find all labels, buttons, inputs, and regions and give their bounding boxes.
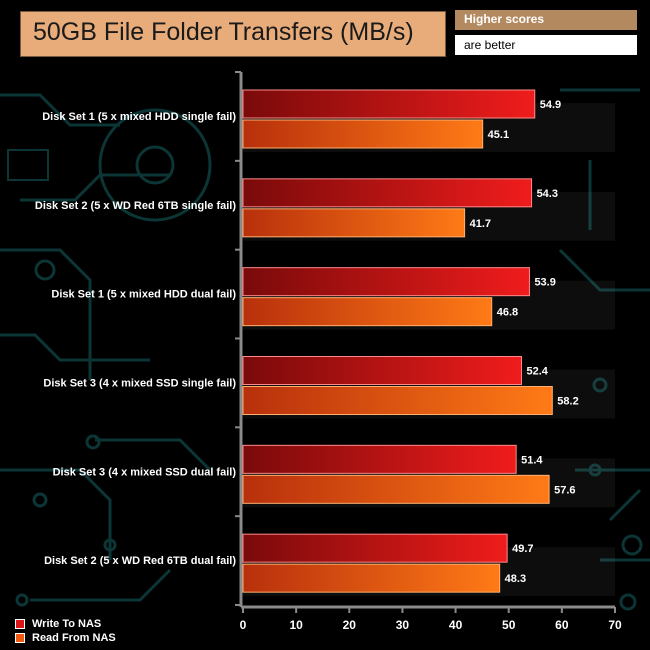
circuit-node bbox=[588, 463, 602, 477]
legend-write: Write To NAS bbox=[15, 618, 101, 630]
bar-write bbox=[242, 356, 522, 385]
bar-read bbox=[242, 474, 550, 504]
circuit-node bbox=[621, 534, 643, 556]
bar-read bbox=[242, 119, 484, 149]
bar-write bbox=[242, 444, 517, 474]
x-tick-label: 70 bbox=[608, 618, 622, 632]
bar-read bbox=[242, 563, 501, 593]
category-label: Disk Set 2 (5 x WD Red 6TB dual fail) bbox=[44, 555, 236, 567]
legend-read-label: Read From NAS bbox=[32, 632, 116, 644]
labels: 54.9 45.1 Disk Set 1 (5 x mixed HDD single… bbox=[35, 99, 622, 632]
x-tick-label: 60 bbox=[555, 618, 569, 632]
chart-title: 50GB File Folder Transfers (MB/s) bbox=[33, 18, 414, 46]
x-tick-label: 30 bbox=[396, 618, 410, 632]
value-label-read: 58.2 bbox=[557, 396, 578, 408]
value-label-read: 48.3 bbox=[505, 573, 526, 585]
legend-write-label: Write To NAS bbox=[32, 618, 102, 630]
x-tick-label: 0 bbox=[240, 618, 247, 632]
value-label-write: 54.9 bbox=[540, 99, 561, 111]
value-label-read: 41.7 bbox=[470, 218, 491, 230]
circuit-chip bbox=[7, 149, 49, 181]
circuit-node bbox=[592, 377, 608, 393]
circuit-trace bbox=[0, 93, 120, 127]
x-tick-label: 40 bbox=[449, 618, 463, 632]
x-tick-label: 20 bbox=[343, 618, 357, 632]
are-better-note: are better bbox=[464, 38, 516, 52]
circuit-trace bbox=[558, 248, 650, 292]
value-label-read: 46.8 bbox=[497, 307, 518, 319]
bar-read bbox=[242, 208, 466, 238]
value-label-write: 51.4 bbox=[521, 454, 543, 466]
circuit-node bbox=[32, 492, 48, 508]
bars bbox=[242, 89, 553, 593]
value-label-write: 54.3 bbox=[537, 188, 558, 200]
circuit-node bbox=[15, 593, 29, 607]
category-label: Disk Set 3 (4 x mixed SSD single fail) bbox=[43, 378, 236, 390]
circuit-node bbox=[34, 259, 56, 281]
category-label: Disk Set 2 (5 x WD Red 6TB single fail) bbox=[35, 200, 236, 212]
circuit-node bbox=[103, 538, 117, 552]
circuit-node bbox=[85, 434, 101, 450]
category-label: Disk Set 3 (4 x mixed SSD dual fail) bbox=[53, 466, 237, 478]
value-label-read: 45.1 bbox=[488, 129, 509, 141]
higher-scores-note: Higher scores bbox=[464, 12, 545, 26]
circuit-trace bbox=[0, 248, 92, 380]
bar-write bbox=[242, 533, 508, 563]
circuit-trace bbox=[95, 438, 212, 472]
title-panel: 50GB File Folder Transfers (MB/s) bbox=[20, 11, 446, 57]
are-better-panel: are better bbox=[455, 35, 637, 55]
circuit-trace bbox=[0, 333, 150, 362]
circuit-node bbox=[619, 593, 637, 611]
circuit-trace bbox=[20, 173, 170, 202]
value-label-write: 52.4 bbox=[526, 366, 548, 378]
legend-read: Read From NAS bbox=[15, 632, 116, 644]
category-label: Disk Set 1 (5 x mixed HDD single fail) bbox=[42, 111, 236, 123]
value-label-write: 53.9 bbox=[534, 277, 555, 289]
x-tick-label: 50 bbox=[502, 618, 516, 632]
value-label-write: 49.7 bbox=[512, 543, 533, 555]
circuit-ring-inner bbox=[135, 145, 175, 185]
x-tick-label: 10 bbox=[289, 618, 303, 632]
category-label: Disk Set 1 (5 x mixed HDD dual fail) bbox=[51, 289, 236, 301]
value-label-read: 57.6 bbox=[554, 484, 575, 496]
legend-write-swatch bbox=[15, 619, 25, 630]
bar-read bbox=[242, 297, 493, 327]
bar-read bbox=[242, 386, 553, 415]
higher-scores-panel: Higher scores bbox=[455, 10, 637, 30]
bar-write bbox=[242, 89, 536, 119]
bar-write bbox=[242, 178, 533, 208]
circuit-trace bbox=[30, 568, 172, 602]
bar-write bbox=[242, 267, 530, 297]
circuit-trace bbox=[608, 488, 642, 522]
circuit-trace bbox=[0, 468, 112, 560]
axes bbox=[235, 71, 616, 613]
legend-read-swatch bbox=[15, 633, 25, 644]
circuit-ring bbox=[98, 108, 212, 222]
